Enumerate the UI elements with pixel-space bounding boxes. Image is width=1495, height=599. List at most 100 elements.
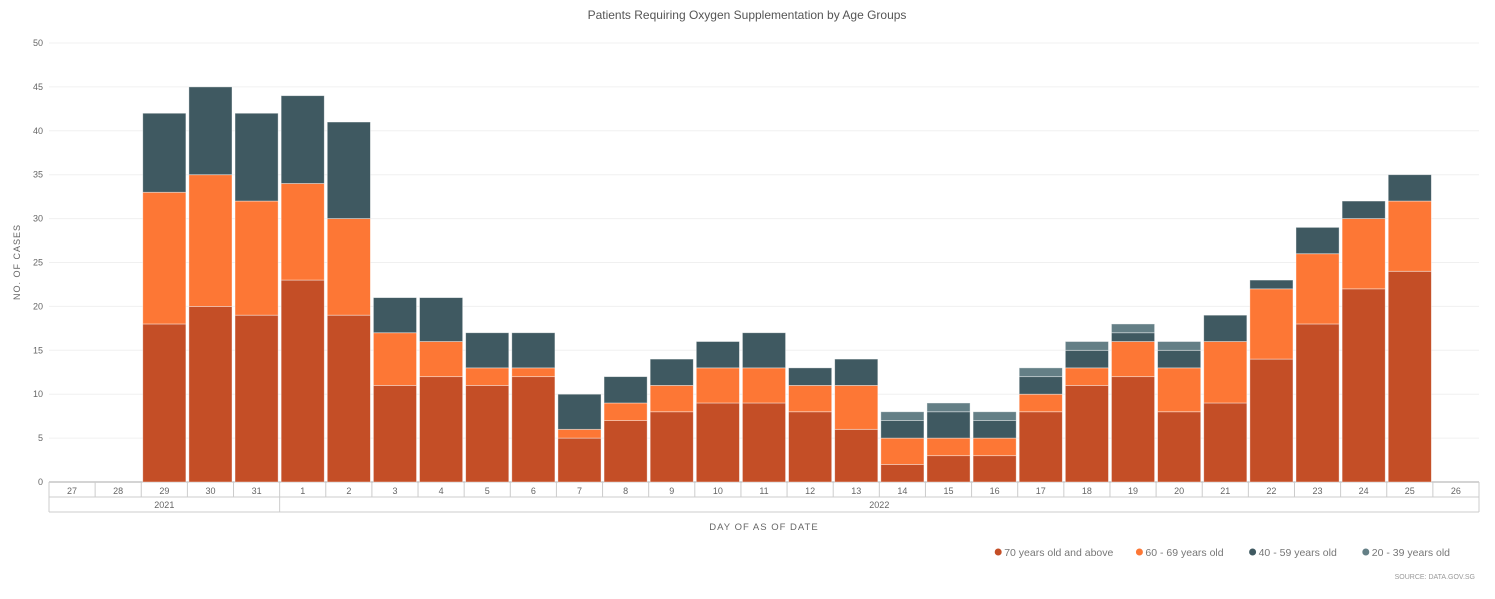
bar-segment [1249,279,1294,290]
y-tick-label: 0 [38,477,43,487]
bar-segment [373,297,417,334]
x-tick-label: 29 [159,486,169,496]
bar-segment [280,183,325,281]
bar-segment [1341,218,1386,290]
bar-segment [1111,341,1155,378]
bar-segment [834,385,879,430]
legend-label: 60 - 69 years old [1145,547,1223,559]
bar-segment [188,174,233,307]
x-tick-label: 28 [113,486,123,496]
bar-segment [326,121,371,219]
x-tick-label: 11 [759,486,768,496]
bar-segment [557,393,602,430]
bar-segment [834,358,879,386]
x-tick-label: 2 [346,486,351,496]
bar-segment [511,332,556,369]
x-tick-label: 3 [392,486,397,496]
x-tick-label: 30 [205,486,215,496]
bar-segment [926,455,971,483]
bar-segment [649,411,694,483]
y-tick-label: 45 [33,82,43,92]
bar-segment [142,191,187,325]
legend-label: 70 years old and above [1004,547,1113,559]
legend-marker [1249,548,1257,556]
bar-segment [1111,323,1155,334]
bar-segment [373,385,417,483]
legend-marker [1135,548,1143,556]
bar-segment [695,402,740,483]
bar-segment [1295,323,1340,483]
x-tick-label: 26 [1451,486,1461,496]
bar-segment [649,385,694,413]
bar-segment [326,218,371,316]
legend-marker [994,548,1002,556]
bar-segment [742,367,786,404]
bar-segment [1018,411,1063,483]
bar-segment [1157,349,1202,369]
bar-segment [926,437,971,457]
bar-segment [1018,367,1063,378]
bar-segment [1064,341,1109,351]
bar-segment [511,367,556,378]
bar-segment [188,305,233,483]
bar-segment [788,411,833,483]
y-tick-label: 5 [38,433,43,443]
chart-title: Patients Requiring Oxygen Supplementatio… [588,8,907,22]
bar-segment [419,297,464,342]
legend-label: 20 - 39 years old [1372,547,1450,559]
bar-segment [1387,270,1432,483]
bar-segment [419,376,464,483]
source-note: SOURCE: DATA.GOV.SG [1395,574,1475,581]
year-label: 2022 [869,500,889,510]
bar-segment [1018,393,1063,413]
x-tick-label: 27 [67,486,77,496]
bar-segment [234,112,279,202]
year-label: 2021 [154,500,174,510]
bar-segment [788,385,833,413]
legend-label: 40 - 59 years old [1259,547,1337,559]
bar-segment [465,367,510,386]
bar-segment [234,314,279,483]
x-tick-label: 16 [990,486,1000,496]
bar-segment [1018,376,1063,395]
bar-segment [1157,367,1202,413]
bar-segment [1295,253,1340,325]
bar-segment [742,332,786,369]
bar-segment [557,437,602,483]
bar-segment [834,428,879,483]
bar-segment [880,411,925,421]
bar-segment [280,279,325,483]
bar-segment [603,402,648,421]
bar-segment [649,358,694,386]
bar-segment [880,437,925,465]
bar-segment [788,367,833,386]
bar-segment [1203,341,1248,404]
bar-segment [1387,200,1432,272]
bar-segment [972,420,1017,439]
x-tick-label: 4 [439,486,444,496]
bar-segment [972,437,1017,457]
bar-segment [1064,367,1109,386]
bar-segment [1111,376,1155,483]
bar-segment [234,200,279,316]
y-tick-label: 10 [33,389,43,399]
bar-segment [1157,341,1202,351]
bar-segment [188,86,233,176]
x-tick-label: 18 [1082,486,1092,496]
y-tick-label: 40 [33,126,43,136]
x-axis-label: DAY OF AS OF DATE [709,522,818,533]
legend-marker [1362,548,1370,556]
x-tick-label: 15 [944,486,954,496]
y-tick-label: 25 [33,258,43,268]
x-tick-label: 9 [669,486,674,496]
bar-segment [326,314,371,483]
bar-segment [972,455,1017,483]
bar-segment [1064,349,1109,369]
y-tick-label: 35 [33,170,43,180]
x-tick-label: 7 [577,486,582,496]
bar-segment [972,411,1017,421]
bar-segment [926,402,971,413]
x-tick-label: 12 [805,486,815,496]
x-tick-label: 21 [1220,486,1230,496]
